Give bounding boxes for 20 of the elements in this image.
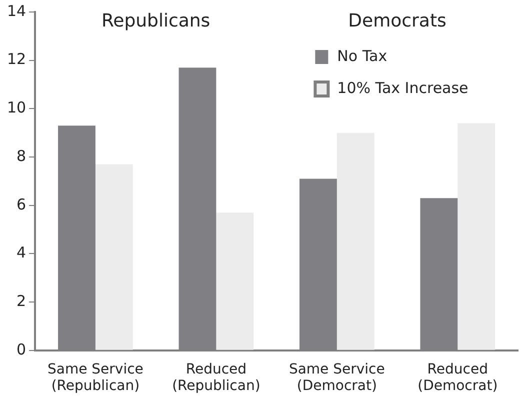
y-tick-label: 10	[6, 98, 26, 117]
x-tick-label: Same Service (Democrat)	[288, 361, 385, 394]
y-tick-label: 2	[16, 292, 26, 310]
y-tick-label: 14	[6, 2, 26, 20]
legend-label: No Tax	[337, 46, 388, 65]
bar	[458, 123, 496, 350]
annotation: Democrats	[348, 10, 446, 32]
y-tick-label: 4	[16, 244, 26, 262]
y-tick-label: 8	[16, 146, 26, 165]
y-tick-label: 0	[16, 340, 26, 358]
x-tick-label: Same Service (Republican)	[47, 361, 144, 394]
x-tick-label: Reduced (Democrat)	[418, 361, 498, 394]
legend-label: 10% Tax Increase	[337, 78, 468, 97]
y-tick-label: 12	[6, 50, 26, 68]
x-tick-label: Reduced (Republican)	[172, 361, 260, 394]
bar	[95, 164, 133, 350]
annotation: Republicans	[101, 10, 210, 32]
y-tick-label: 6	[16, 195, 26, 214]
bar	[216, 212, 254, 350]
bar	[336, 132, 374, 350]
